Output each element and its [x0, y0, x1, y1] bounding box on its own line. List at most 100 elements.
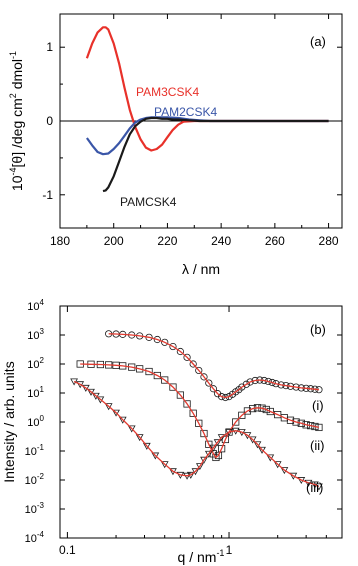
data-point-square	[311, 422, 319, 431]
data-point-triangle	[96, 396, 105, 404]
data-point-triangle	[191, 468, 200, 476]
x-tick-label: 180	[50, 234, 70, 248]
data-point-square	[161, 376, 169, 384]
data-point-square	[232, 418, 240, 426]
y-tick-label: 101	[27, 385, 44, 400]
series-label-pam2csk4: PAM2CSK4	[154, 105, 217, 119]
data-point-triangle	[213, 439, 222, 447]
data-point-triangle	[248, 436, 257, 444]
panel-a-xlabel: λ / nm	[182, 261, 220, 277]
data-point-square	[205, 440, 213, 448]
panel-a-ylabel: 10-4[θ] /deg cm2 dmol-1	[8, 51, 25, 191]
data-point-square	[297, 419, 305, 427]
data-point-triangle	[81, 384, 90, 392]
data-point-circle	[209, 385, 217, 393]
data-point-circle	[189, 360, 197, 368]
data-point-square	[183, 400, 191, 408]
data-point-circle	[264, 377, 272, 386]
data-point-square	[262, 405, 270, 414]
panel-a-label: (a)	[310, 34, 326, 49]
data-point-triangle	[112, 409, 120, 417]
y-tick-label: 10-2	[25, 472, 45, 487]
y-tick-label: -1	[42, 188, 53, 202]
series-label-ii: (ii)	[310, 438, 324, 453]
data-point-circle	[242, 380, 250, 388]
x-tick-label: 200	[104, 234, 124, 248]
y-tick-label: 10-3	[25, 501, 45, 516]
y-tick-label: 0	[46, 114, 53, 128]
panel-a-cd-spectrum: 180 200 220 240 260 280 -1 0 1 (a) PAM3CSK4 PAM2…	[8, 13, 343, 277]
y-tick-label: 1	[46, 40, 53, 54]
data-point-triangle	[209, 444, 218, 452]
x-tick-label: 1	[226, 543, 233, 557]
data-point-square	[145, 367, 153, 376]
data-point-circle	[183, 353, 191, 361]
panel-b-xlabel: q / nm-1	[178, 548, 225, 565]
data-point-triangle	[142, 442, 151, 450]
data-point-square	[266, 407, 274, 416]
x-tick-label: 0.1	[59, 543, 76, 557]
panel-b-label: (b)	[310, 322, 326, 337]
data-point-square	[218, 445, 226, 453]
data-point-triangle	[118, 416, 127, 424]
data-point-square	[195, 419, 203, 427]
x-tick-label: 240	[211, 234, 231, 248]
data-point-square	[200, 429, 208, 438]
series-line-pam3csk4	[85, 26, 329, 152]
data-point-square	[189, 409, 197, 417]
data-point-triangle	[315, 483, 323, 491]
data-point-triangle	[87, 388, 95, 396]
data-point-circle	[268, 378, 276, 387]
panel-b-ylabel: Intensity / arb. units	[1, 361, 17, 482]
data-point-square	[169, 383, 177, 391]
data-point-triangle	[127, 425, 136, 433]
data-point-square	[153, 371, 161, 380]
data-point-triangle	[204, 450, 213, 458]
series-3-markers	[70, 378, 323, 491]
data-point-triangle	[104, 403, 113, 411]
data-point-triangle	[160, 461, 169, 469]
data-point-circle	[218, 393, 226, 401]
series-label-pam3csk4: PAM3CSK4	[136, 85, 199, 99]
data-point-square	[212, 453, 220, 462]
data-point-circle	[169, 342, 177, 351]
data-point-circle	[272, 380, 280, 388]
series-label-iii: (iii)	[306, 480, 323, 495]
y-tick-label: 100	[27, 414, 44, 429]
data-point-square	[176, 391, 184, 399]
data-point-triangle	[217, 434, 226, 442]
data-point-triangle	[91, 392, 100, 400]
y-tick-label: 104	[27, 298, 44, 313]
series-label-pamcsk4: PAMCSK4	[120, 195, 177, 209]
data-point-triangle	[200, 456, 208, 464]
data-point-triangle	[151, 452, 160, 460]
fit-curve-2	[80, 363, 320, 459]
fit-curve-1	[108, 333, 319, 399]
data-point-triangle	[243, 432, 252, 440]
data-point-circle	[161, 338, 169, 346]
y-tick-label: 103	[27, 327, 44, 342]
x-tick-label: 280	[319, 234, 339, 248]
data-point-circle	[205, 379, 213, 387]
data-point-square	[286, 416, 295, 424]
data-point-triangle	[273, 461, 282, 469]
data-point-circle	[195, 366, 203, 375]
data-point-square	[315, 423, 323, 432]
panel-b-frame	[59, 305, 343, 539]
panel-b-ticks: 0.1 1 10-4 10-3 10-2 10-1 100 101 102 103 104	[25, 298, 342, 557]
data-point-triangle	[253, 441, 262, 449]
series-label-i: (i)	[312, 398, 324, 413]
data-point-square	[136, 365, 144, 373]
y-tick-label: 102	[27, 356, 44, 371]
fit-curve-3	[73, 380, 320, 487]
data-point-triangle	[195, 463, 204, 471]
x-tick-label: 260	[265, 234, 285, 248]
x-tick-label: 220	[157, 234, 177, 248]
y-tick-label: 10-4	[25, 530, 45, 545]
data-point-circle	[246, 378, 254, 386]
data-point-circle	[200, 373, 208, 381]
y-tick-label: 10-1	[25, 443, 45, 458]
panel-b-series	[70, 330, 323, 491]
data-point-circle	[153, 335, 161, 344]
